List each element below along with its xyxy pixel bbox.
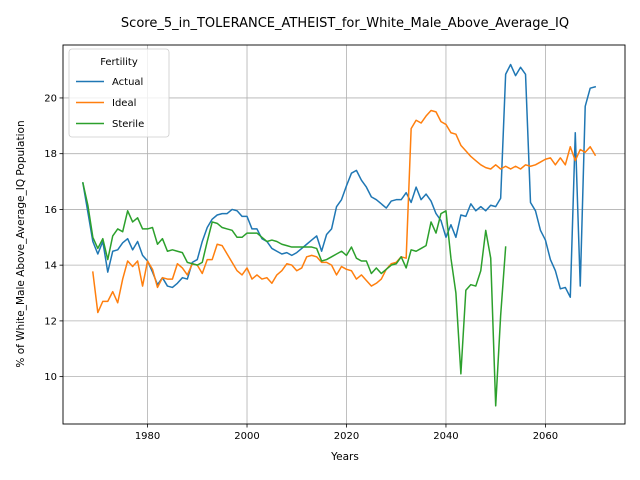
series-line-actual xyxy=(82,63,597,298)
y-tick-label: 18 xyxy=(44,149,57,160)
series-lines xyxy=(81,63,597,407)
x-tick-label: 2040 xyxy=(433,431,458,442)
legend: Fertility Actual Ideal Sterile xyxy=(68,48,170,138)
legend-title: Fertility xyxy=(100,57,138,68)
chart-title: Score_5_in_TOLERANCE_ATHEIST_for_White_M… xyxy=(121,16,569,31)
x-tick-label: 1980 xyxy=(135,431,160,442)
x-tick-label: 2000 xyxy=(234,431,259,442)
y-tick-label: 20 xyxy=(44,93,57,104)
y-tick-label: 12 xyxy=(44,316,57,327)
series-line-ideal xyxy=(92,109,597,314)
legend-label-sterile: Sterile xyxy=(112,119,144,130)
y-tick-label: 14 xyxy=(44,261,57,272)
legend-box xyxy=(68,48,170,138)
series-line-sterile xyxy=(81,182,507,407)
grid xyxy=(63,45,625,424)
y-tick-label: 16 xyxy=(44,205,57,216)
x-tick-label: 2060 xyxy=(533,431,558,442)
y-tick-label: 10 xyxy=(44,372,57,383)
y-axis-label: % of White_Male Above_Average_IQ Populat… xyxy=(15,120,27,367)
x-axis-label: Years xyxy=(330,451,359,463)
axis-ticks: 1980 2000 2020 2040 2060 10 12 14 16 18 20 xyxy=(44,93,558,442)
x-tick-label: 2020 xyxy=(334,431,359,442)
plot-area xyxy=(62,44,626,425)
legend-label-actual: Actual xyxy=(112,77,143,88)
legend-label-ideal: Ideal xyxy=(112,98,136,109)
